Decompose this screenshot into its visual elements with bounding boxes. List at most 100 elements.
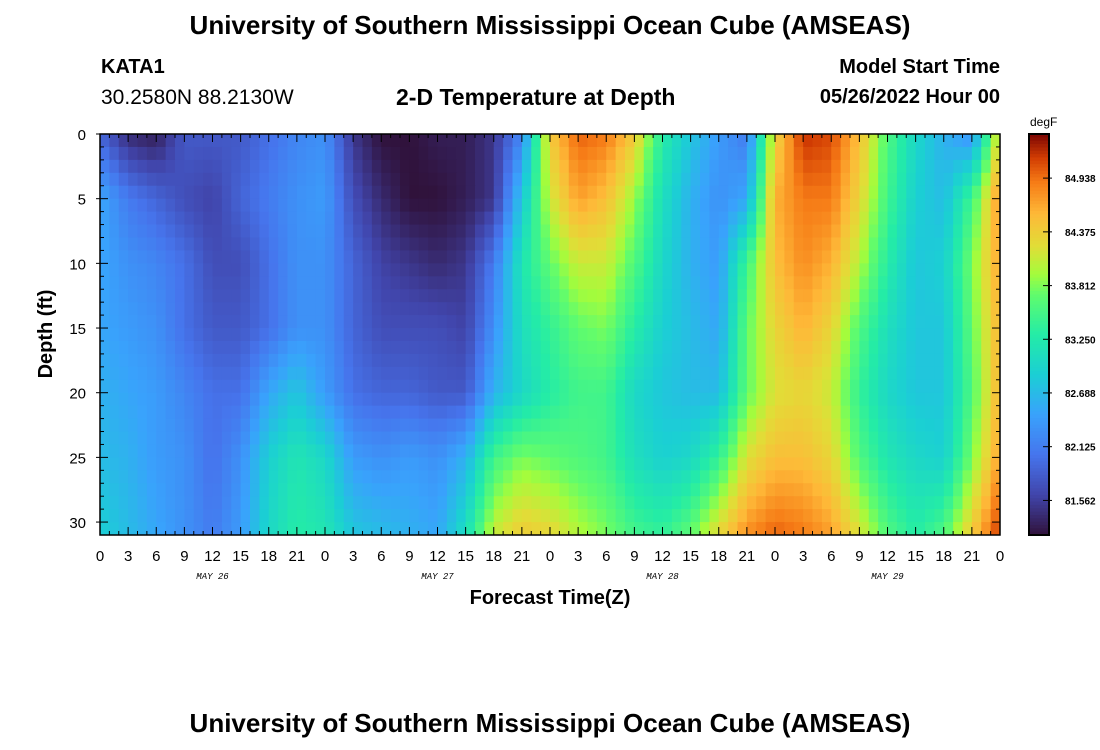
heatmap-cell [296,405,307,420]
heatmap-cell [671,146,682,161]
heatmap-cell [475,392,485,407]
heatmap-cell [925,276,935,290]
heatmap-cell [653,211,664,226]
heatmap-cell [887,237,898,252]
heatmap-cell [634,211,645,226]
heatmap-cell [250,405,260,420]
heatmap-cell [446,496,457,510]
heatmap-cell [278,289,289,303]
heatmap-cell [643,224,654,239]
heatmap-cell [137,379,148,394]
heatmap-cell [775,392,785,407]
heatmap-cell [259,237,270,252]
heatmap-cell [718,159,729,174]
heatmap-cell [493,172,504,187]
heatmap-cell [850,392,860,407]
heatmap-cell [371,483,382,497]
heatmap-cell [118,224,129,239]
heatmap-cell [625,198,635,213]
heatmap-cell [831,379,842,394]
heatmap-cell [653,302,664,316]
heatmap-cell [531,263,542,277]
heatmap-cell [578,431,589,446]
colorbar-segment [1029,260,1049,265]
heatmap-cell [128,483,139,497]
heatmap-cell [296,509,307,523]
heatmap-cell [221,522,232,535]
heatmap-cell [990,250,1000,264]
heatmap-cell [606,431,617,446]
heatmap-cell [840,509,851,523]
heatmap-cell [240,263,251,277]
heatmap-cell [906,509,917,523]
heatmap-cell [971,146,982,161]
heatmap-cell [840,366,851,381]
heatmap-cell [484,315,495,329]
heatmap-cell [934,198,945,213]
heatmap-cell [456,172,467,187]
heatmap-cell [596,340,607,355]
heatmap-cell [418,379,429,394]
colorbar-segment [1029,337,1049,342]
heatmap-cell [700,263,710,277]
heatmap-cell [896,392,907,407]
heatmap-cell [728,405,739,420]
heatmap-cell [334,444,345,458]
heatmap-cell [428,224,439,239]
heatmap-cell [915,496,926,510]
heatmap-cell [990,328,1000,342]
heatmap-cell [484,328,495,342]
heatmap-cell [381,224,392,239]
heatmap-cell [146,366,157,381]
heatmap-cell [156,263,167,277]
heatmap-cell [653,444,664,458]
heatmap-cell [118,483,129,497]
heatmap-cell [728,340,739,355]
heatmap-cell [400,289,410,303]
heatmap-cell [643,250,654,264]
heatmap-cell [728,263,739,277]
heatmap-cell [409,276,420,290]
heatmap-cell [587,146,598,161]
heatmap-cell [784,405,795,420]
heatmap-cell [587,509,598,523]
heatmap-cell [137,237,148,252]
heatmap-cell [137,224,148,239]
heatmap-cell [634,328,645,342]
heatmap-cell [887,509,898,523]
heatmap-cell [259,470,270,484]
heatmap-cell [540,444,551,458]
heatmap-cell [709,379,720,394]
heatmap-cell [915,172,926,187]
heatmap-cell [503,302,514,316]
heatmap-cell [203,276,214,290]
heatmap-cell [118,146,129,161]
heatmap-cell [812,496,823,510]
heatmap-cell [971,224,982,239]
heatmap-cell [475,250,485,264]
heatmap-cell [184,315,195,329]
heatmap-cell [709,392,720,407]
heatmap-cell [306,522,317,535]
heatmap-cell [437,522,448,535]
heatmap-cell [859,276,870,290]
heatmap-cell [793,224,804,239]
heatmap-cell [868,289,879,303]
heatmap-cell [915,302,926,316]
heatmap-cell [915,224,926,239]
heatmap-cell [371,185,382,200]
heatmap-cell [653,392,664,407]
heatmap-cell [503,224,514,239]
heatmap-cell [981,159,992,174]
heatmap-cell [362,276,373,290]
heatmap-cell [962,224,973,239]
heatmap-cell [878,250,889,264]
heatmap-cell [606,289,617,303]
colorbar-segment [1029,230,1049,235]
heatmap-cell [653,134,664,148]
heatmap-cell [737,353,748,368]
heatmap-cell [587,418,598,433]
heatmap-cell [803,146,814,161]
heatmap-cell [981,444,992,458]
heatmap-cell [943,379,954,394]
